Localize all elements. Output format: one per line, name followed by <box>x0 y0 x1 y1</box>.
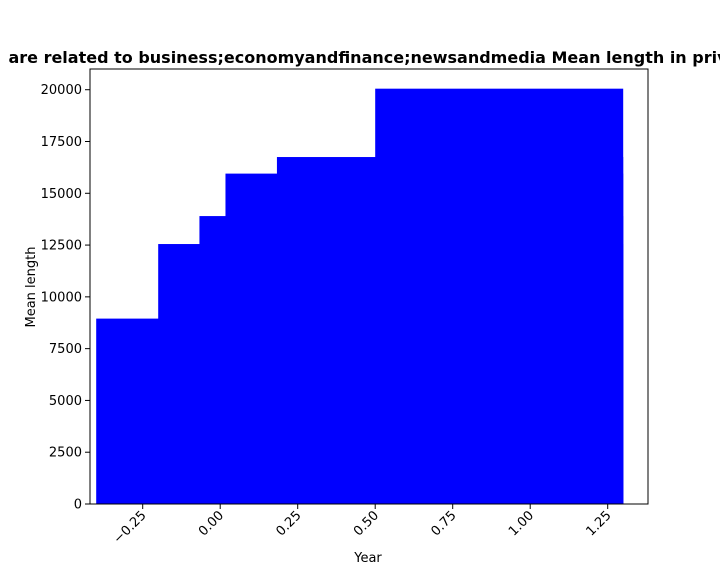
y-tick-label: 2500 <box>49 446 82 461</box>
x-tick-label: 0.00 <box>196 508 227 539</box>
y-axis-title: Mean length <box>24 247 39 328</box>
y-tick-label: 12500 <box>41 239 82 254</box>
y-tick-label: 15000 <box>41 187 82 202</box>
x-tick-label: 0.75 <box>428 508 459 539</box>
y-tick-label: 7500 <box>49 342 82 357</box>
y-tick-label: 0 <box>74 498 82 513</box>
bars-group <box>96 88 624 505</box>
x-tick-label: 1.25 <box>583 508 614 539</box>
chart-title: are related to business;economyandfinanc… <box>8 48 720 67</box>
bar-5 <box>375 88 624 504</box>
x-axis: −0.25 0.00 0.25 0.50 0.75 1.00 1.25 <box>111 504 615 547</box>
x-tick-label: 0.50 <box>351 508 382 539</box>
x-tick-label: −0.25 <box>111 508 150 547</box>
y-tick-label: 17500 <box>41 135 82 150</box>
y-tick-label: 20000 <box>41 83 82 98</box>
y-tick-label: 5000 <box>49 394 82 409</box>
y-axis: 0 2500 5000 7500 10000 12500 15000 17500 20000 <box>41 83 90 513</box>
y-tick-label: 10000 <box>41 290 82 305</box>
x-tick-label: 1.00 <box>506 508 537 539</box>
x-tick-label: 0.25 <box>273 508 304 539</box>
x-axis-title: Year <box>353 551 382 566</box>
plot-frame <box>89 68 649 505</box>
